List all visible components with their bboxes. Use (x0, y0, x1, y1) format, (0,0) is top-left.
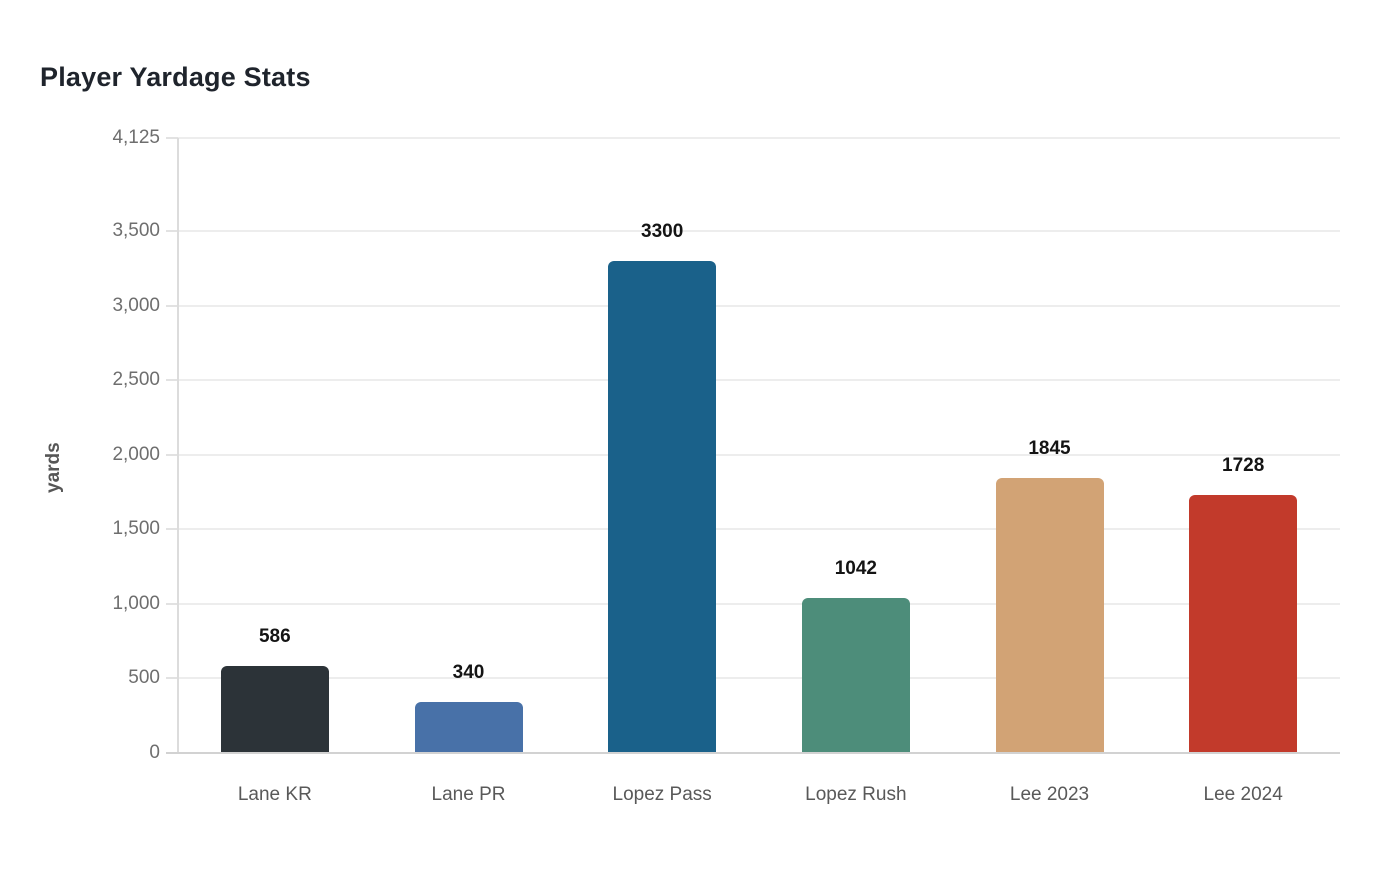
gridline (178, 453, 1340, 456)
y-tick-label: 2,500 (112, 369, 160, 391)
y-tick-mark (166, 137, 178, 139)
bar (608, 261, 717, 753)
gridline (178, 137, 1340, 139)
bar (1189, 495, 1298, 753)
y-axis-line (177, 138, 179, 753)
bar (220, 665, 329, 753)
y-tick-label: 3,500 (112, 220, 160, 242)
chart-title: Player Yardage Stats (40, 62, 311, 92)
bar (414, 702, 523, 753)
bar-value-label: 3300 (641, 221, 684, 242)
x-tick-label: Lopez Pass (612, 784, 712, 805)
y-tick-mark (166, 453, 178, 456)
gridline (178, 677, 1340, 680)
y-tick-mark (166, 379, 178, 382)
y-tick-label: 4,125 (112, 127, 160, 148)
gridline (178, 230, 1340, 233)
y-tick-mark (166, 528, 178, 531)
bar-value-label: 1728 (1222, 455, 1265, 477)
bar-value-label: 1845 (1028, 437, 1071, 459)
bar-value-label: 1042 (834, 557, 877, 579)
bar (801, 597, 910, 753)
x-tick-label: Lopez Rush (805, 784, 907, 805)
y-tick-mark (166, 602, 178, 605)
x-axis-line (166, 752, 1340, 754)
bar-value-label: 586 (258, 625, 291, 647)
gridline (178, 602, 1340, 605)
bar (995, 477, 1104, 753)
gridline (178, 528, 1340, 531)
x-tick-label: Lane PR (431, 784, 506, 805)
y-tick-mark (166, 677, 178, 680)
y-tick-label: 3,000 (112, 294, 160, 316)
y-tick-label: 2,000 (112, 443, 160, 465)
x-tick-label: Lane KR (237, 784, 312, 805)
y-tick-label: 1,500 (112, 518, 160, 540)
gridline (178, 304, 1340, 307)
y-tick-label: 500 (128, 667, 160, 689)
y-tick-label: 1,000 (112, 592, 160, 614)
gridline (178, 379, 1340, 382)
y-tick-label: 0 (149, 742, 160, 763)
x-tick-label: Lee 2024 (1203, 784, 1283, 805)
bar-value-label: 340 (452, 662, 485, 684)
x-tick-label: Lee 2023 (1009, 784, 1090, 805)
y-tick-mark (166, 304, 178, 307)
y-tick-mark (166, 230, 178, 233)
